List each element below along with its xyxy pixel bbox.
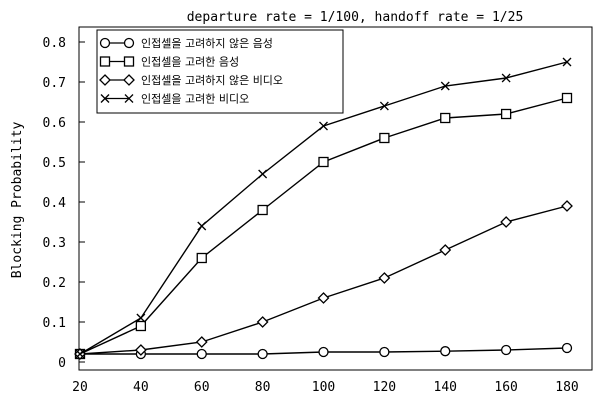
legend-marker <box>100 94 110 103</box>
x-tick-label: 40 <box>133 380 149 395</box>
series-diamond <box>74 200 573 360</box>
data-point-diamond <box>256 316 269 328</box>
y-tick-label: 0.5 <box>43 156 66 171</box>
data-point-diamond <box>500 216 513 228</box>
data-point-square <box>561 92 573 104</box>
data-point-square <box>135 320 147 332</box>
data-point-circle <box>561 342 573 354</box>
data-point-square <box>440 112 451 124</box>
legend-marker <box>123 74 135 86</box>
legend-marker <box>99 74 111 86</box>
y-tick-label: 0.4 <box>43 196 67 211</box>
data-point-diamond <box>195 336 208 348</box>
series-circle <box>74 342 573 360</box>
legend-marker <box>124 94 134 103</box>
data-point-diamond <box>439 244 452 256</box>
legend-label: 인접셀을 고려하지 않은 비디오 <box>141 73 283 87</box>
data-point-x <box>379 101 389 111</box>
legend-item: 인접셀을 고려한 음성 <box>99 56 239 69</box>
x-tick-label: 140 <box>434 380 457 395</box>
data-point-square <box>257 204 268 216</box>
x-tick-label: 180 <box>555 380 578 395</box>
data-point-square <box>500 108 512 120</box>
x-tick-label: 60 <box>194 380 210 395</box>
y-axis-ticks: 0 0.1 0.2 0.3 0.4 0.5 0.6 0.7 0.8 <box>43 36 85 371</box>
data-point-circle <box>257 348 268 360</box>
data-point-circle <box>500 344 512 356</box>
series-line <box>79 205 568 355</box>
legend-item: 인접셀을 고려한 비디오 <box>100 93 249 106</box>
x-tick-label: 160 <box>494 380 517 395</box>
data-point-diamond <box>134 344 147 356</box>
x-tick-label: 80 <box>255 380 271 395</box>
data-point-x <box>75 349 85 359</box>
data-point-square <box>318 156 329 168</box>
data-point-diamond <box>317 292 330 304</box>
data-point-diamond <box>561 200 573 212</box>
data-point-circle <box>379 346 390 358</box>
x-tick-label: 120 <box>373 380 396 395</box>
x-tick-label: 20 <box>72 380 88 395</box>
data-point-circle <box>318 346 329 358</box>
legend-label: 인접셀을 고려한 음성 <box>141 56 239 69</box>
data-point-square <box>379 132 390 144</box>
legend-item: 인접셀을 고려하지 않은 음성 <box>99 36 273 50</box>
plot-frame <box>78 26 593 371</box>
data-point-square <box>196 252 207 264</box>
data-point-x <box>562 57 572 67</box>
y-tick-label: 0.7 <box>43 76 66 91</box>
legend-marker <box>99 37 111 49</box>
data-point-x <box>136 313 146 323</box>
chart-title: departure rate = 1/100, handoff rate = 1… <box>187 10 524 25</box>
y-tick-label: 0.2 <box>43 276 66 291</box>
data-point-x <box>258 169 268 179</box>
x-tick-label: 100 <box>312 380 335 395</box>
y-tick-label: 0.3 <box>43 236 66 251</box>
series-square <box>74 92 573 360</box>
y-tick-label: 0.8 <box>43 36 66 51</box>
legend-box <box>96 29 344 114</box>
data-point-circle <box>196 348 207 360</box>
data-point-x <box>501 73 511 83</box>
legend-marker <box>123 37 135 49</box>
series-x <box>75 57 572 359</box>
x-axis-ticks: 20 40 60 80 100 120 140 160 180 <box>72 380 579 395</box>
legend-label: 인접셀을 고려한 비디오 <box>141 93 249 106</box>
data-point-x <box>440 81 450 91</box>
data-point-x <box>197 221 207 231</box>
series-layer <box>74 57 573 360</box>
legend-label: 인접셀을 고려하지 않은 음성 <box>141 36 273 50</box>
y-axis-label: Blocking Probability <box>10 122 25 279</box>
data-point-x <box>319 121 328 131</box>
y-tick-label: 0.6 <box>43 116 66 131</box>
data-point-circle <box>440 346 451 357</box>
legend-item: 인접셀을 고려하지 않은 비디오 <box>99 73 283 87</box>
legend-marker <box>123 56 135 67</box>
data-point-diamond <box>378 272 391 284</box>
series-line <box>79 97 568 355</box>
y-tick-label: 0.1 <box>43 316 66 331</box>
legend-marker <box>99 56 111 67</box>
y-tick-label: 0 <box>58 356 66 371</box>
